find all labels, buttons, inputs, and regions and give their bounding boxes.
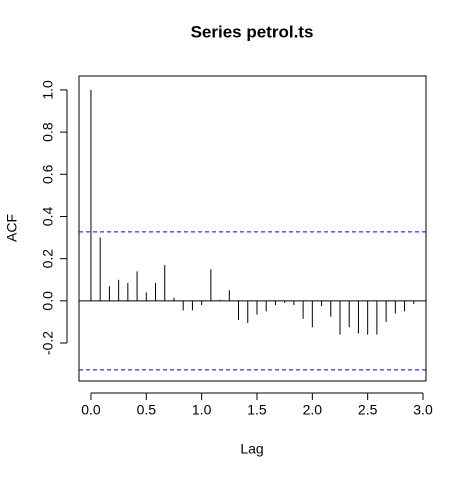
y-tick-label: 0.0 xyxy=(40,291,56,311)
x-tick-label: 3.0 xyxy=(413,402,433,418)
y-tick-label: 0.2 xyxy=(40,249,56,269)
x-axis-label: Lag xyxy=(240,441,263,457)
y-axis-label: ACF xyxy=(4,214,20,242)
plot-frame xyxy=(78,75,427,382)
x-tick-label: 2.0 xyxy=(303,402,323,418)
x-tick-label: 0.0 xyxy=(81,402,101,418)
y-tick-label: 0.8 xyxy=(40,122,56,142)
y-tick-label: 0.4 xyxy=(40,207,56,227)
y-tick-label: 0.6 xyxy=(40,164,56,184)
y-tick-label: 1.0 xyxy=(40,80,56,100)
chart-title: Series petrol.ts xyxy=(191,22,314,41)
x-tick-label: 1.5 xyxy=(247,402,267,418)
x-tick-label: 0.5 xyxy=(137,402,157,418)
x-tick-label: 2.5 xyxy=(358,402,378,418)
y-tick-label: -0.2 xyxy=(40,331,56,355)
x-tick-label: 1.0 xyxy=(192,402,212,418)
